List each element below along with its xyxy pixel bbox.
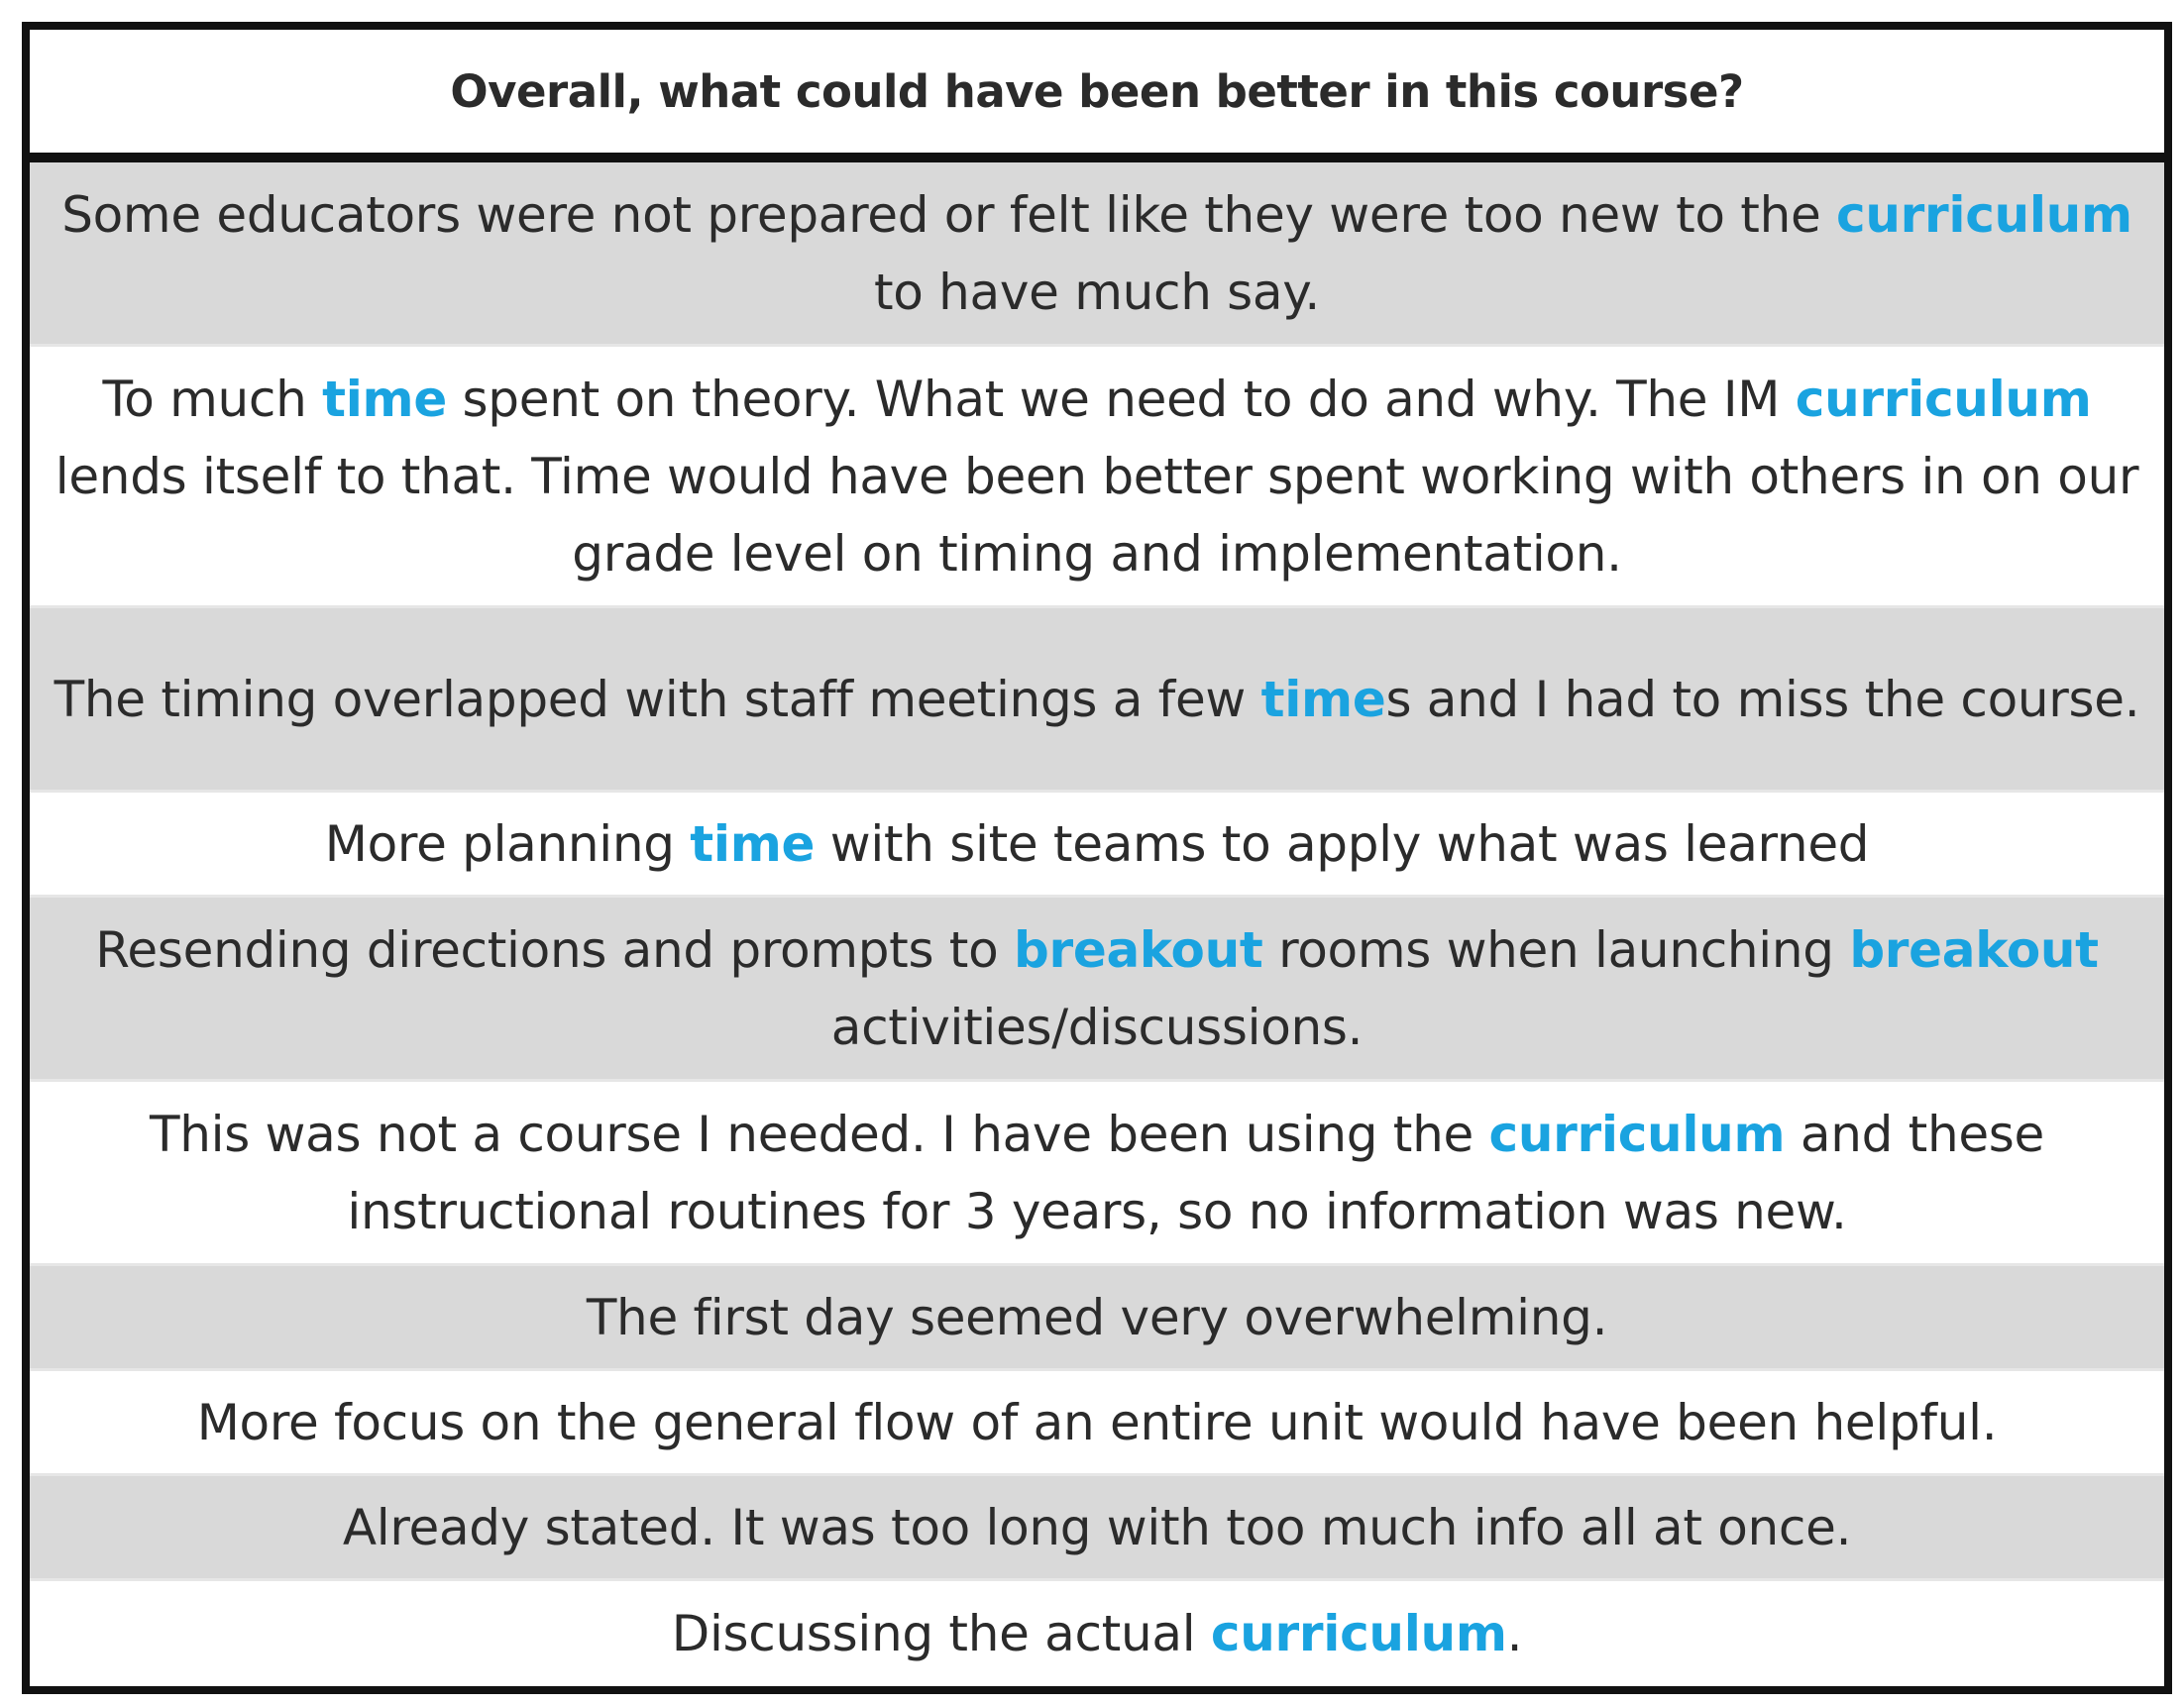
table-row: Resending directions and prompts to brea… bbox=[30, 898, 2164, 1082]
row-segment: spent on theory. What we need to do and … bbox=[446, 370, 1796, 428]
row-text: More focus on the general flow of an ent… bbox=[197, 1384, 1998, 1461]
feedback-table: Overall, what could have been better in … bbox=[22, 22, 2172, 1694]
table-row: More focus on the general flow of an ent… bbox=[30, 1371, 2164, 1476]
keyword-highlight: time bbox=[1260, 670, 1386, 728]
table-header: Overall, what could have been better in … bbox=[30, 30, 2164, 162]
table-row: Already stated. It was too long with too… bbox=[30, 1476, 2164, 1581]
table-row: The first day seemed very overwhelming. bbox=[30, 1266, 2164, 1371]
row-text: The first day seemed very overwhelming. bbox=[586, 1279, 1608, 1356]
keyword-highlight: breakout bbox=[1849, 920, 2099, 979]
row-segment: and these instructional routines for 3 y… bbox=[347, 1105, 2045, 1240]
keyword-highlight: curriculum bbox=[1488, 1105, 1786, 1163]
row-segment: Some educators were not prepared or felt… bbox=[61, 185, 1837, 244]
row-segment: . bbox=[1506, 1605, 1523, 1662]
table-row: To much time spent on theory. What we ne… bbox=[30, 347, 2164, 608]
keyword-highlight: curriculum bbox=[1210, 1605, 1507, 1662]
row-segment: This was not a course I needed. I have b… bbox=[149, 1105, 1489, 1163]
row-segment: Already stated. It was too long with too… bbox=[342, 1498, 1852, 1556]
table-header-text: Overall, what could have been better in … bbox=[450, 64, 1744, 118]
row-segment: The first day seemed very overwhelming. bbox=[586, 1288, 1608, 1346]
table-row: More planning time with site teams to ap… bbox=[30, 793, 2164, 898]
row-text: Already stated. It was too long with too… bbox=[342, 1489, 1852, 1566]
row-segment: to have much say. bbox=[873, 263, 1321, 321]
row-segment: Resending directions and prompts to bbox=[95, 920, 1015, 979]
row-segment: with site teams to apply what was learne… bbox=[815, 814, 1870, 873]
keyword-highlight: time bbox=[690, 814, 816, 873]
table-row: Discussing the actual curriculum. bbox=[30, 1581, 2164, 1686]
row-text: The timing overlapped with staff meeting… bbox=[55, 661, 2140, 738]
row-text: To much time spent on theory. What we ne… bbox=[50, 361, 2144, 592]
row-segment: The timing overlapped with staff meeting… bbox=[54, 670, 1261, 728]
keyword-highlight: curriculum bbox=[1836, 185, 2132, 244]
table-body: Some educators were not prepared or felt… bbox=[30, 162, 2164, 1686]
table-row: Some educators were not prepared or felt… bbox=[30, 162, 2164, 347]
row-segment: More focus on the general flow of an ent… bbox=[196, 1393, 1998, 1451]
row-text: Some educators were not prepared or felt… bbox=[50, 176, 2144, 331]
keyword-highlight: time bbox=[322, 370, 447, 428]
row-text: Resending directions and prompts to brea… bbox=[50, 911, 2144, 1066]
row-text: This was not a course I needed. I have b… bbox=[50, 1096, 2144, 1250]
table-row: The timing overlapped with staff meeting… bbox=[30, 608, 2164, 793]
row-text: More planning time with site teams to ap… bbox=[324, 805, 1870, 883]
row-segment: Discussing the actual bbox=[671, 1605, 1211, 1662]
row-segment: s and I had to miss the course. bbox=[1385, 670, 2140, 728]
keyword-highlight: breakout bbox=[1014, 920, 1263, 979]
row-segment: To much bbox=[102, 370, 323, 428]
row-segment: More planning bbox=[324, 814, 691, 873]
row-segment: activities/discussions. bbox=[830, 998, 1364, 1056]
row-text: Discussing the actual curriculum. bbox=[672, 1595, 1523, 1672]
table-row: This was not a course I needed. I have b… bbox=[30, 1082, 2164, 1266]
keyword-highlight: curriculum bbox=[1795, 370, 2092, 428]
row-segment: rooms when launching bbox=[1262, 920, 1850, 979]
row-segment: lends itself to that. Time would have be… bbox=[55, 447, 2139, 583]
